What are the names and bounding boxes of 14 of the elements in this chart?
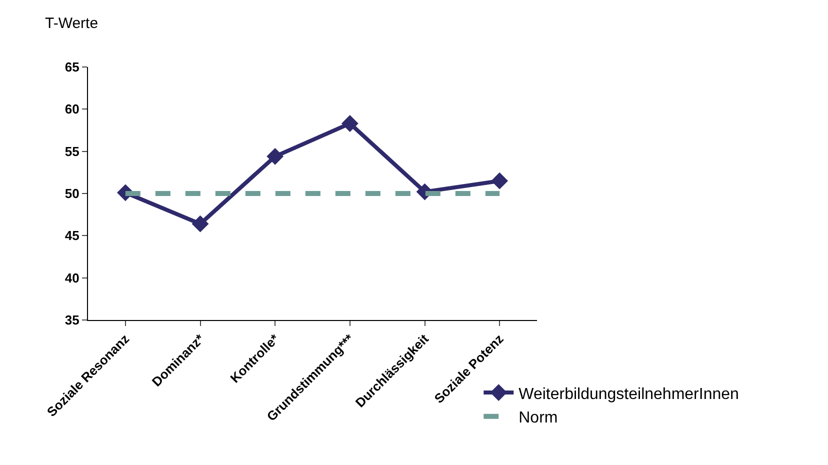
point: [491, 172, 508, 190]
y-tick-label: 35: [64, 312, 80, 328]
y-tick-label: 65: [64, 60, 80, 75]
point: [192, 215, 209, 232]
legend-label: WeiterbildungsteilnehmerInnen: [518, 386, 739, 403]
y-tick-label: 60: [64, 102, 80, 117]
point: [341, 115, 358, 132]
y-tick-label: 45: [64, 228, 80, 244]
y-tick-label: 50: [64, 186, 80, 202]
y-axis-title: T-Werte: [45, 15, 98, 32]
y-tick-label: 40: [64, 270, 80, 286]
point: [266, 148, 284, 165]
legend-label: Norm: [518, 410, 558, 427]
y-tick-label: 55: [64, 144, 80, 159]
